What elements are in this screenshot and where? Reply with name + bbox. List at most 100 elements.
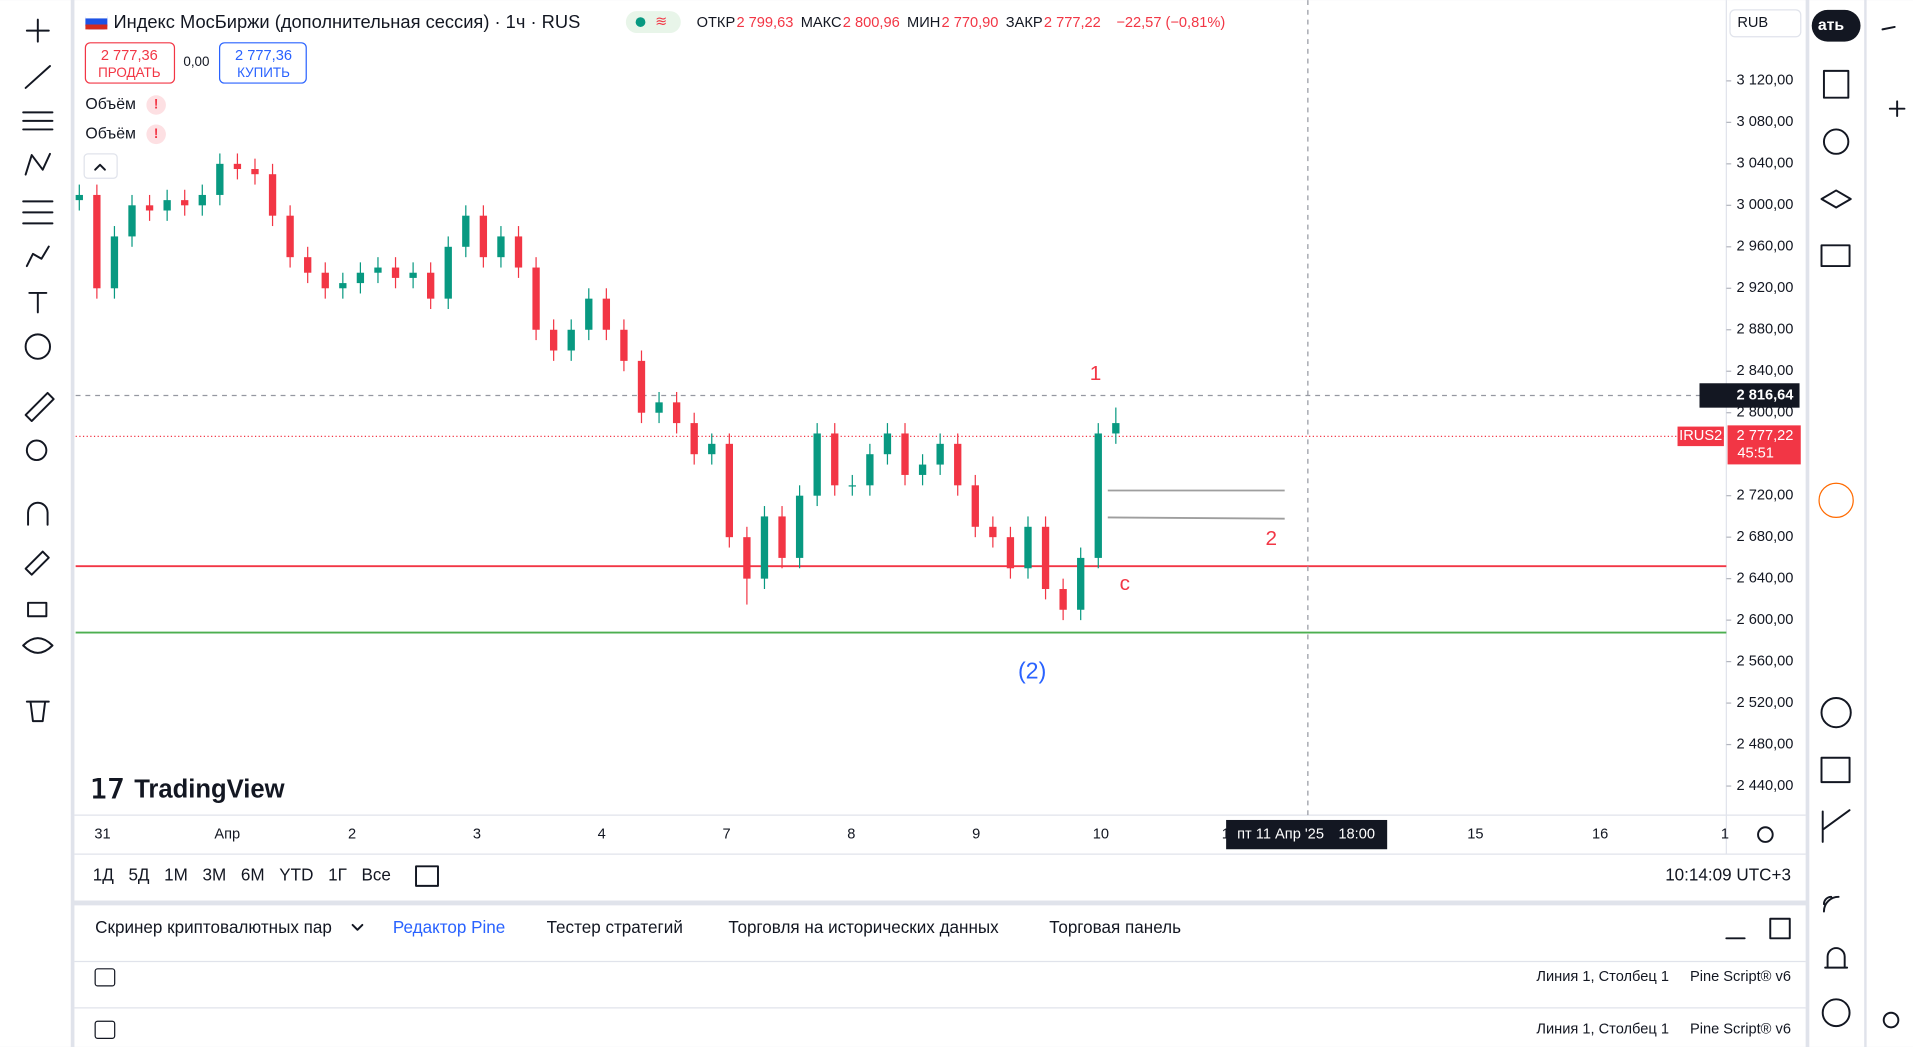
panel-tab[interactable]: Скринер криптовалютных пар bbox=[95, 918, 332, 937]
symbol-title[interactable]: Индекс МосБиржи (дополнительная сессия) … bbox=[113, 11, 580, 32]
candle-body bbox=[1094, 433, 1102, 558]
maximize-icon[interactable] bbox=[1769, 917, 1791, 940]
ideas-icon[interactable] bbox=[1821, 809, 1851, 843]
candle-body bbox=[356, 272, 365, 284]
range-button[interactable]: YTD bbox=[279, 866, 313, 885]
ohlc-value: 2 800,96 bbox=[843, 15, 900, 31]
currency-select[interactable] bbox=[1729, 9, 1802, 38]
indicator-error bbox=[146, 124, 166, 145]
console-icon[interactable] bbox=[94, 1020, 116, 1039]
crosshair-time-box bbox=[1226, 819, 1388, 850]
candle-body bbox=[128, 205, 136, 237]
chat-icon[interactable] bbox=[1820, 244, 1851, 268]
panel-tab[interactable]: Торговля на исторических данных bbox=[728, 918, 999, 937]
candle-body bbox=[75, 194, 83, 201]
add-icon[interactable] bbox=[1881, 25, 1906, 117]
indicator[interactable]: Объём bbox=[85, 96, 136, 113]
panel-tab[interactable]: Тестер стратегий bbox=[547, 918, 683, 937]
range-button[interactable]: 5Д bbox=[128, 866, 149, 885]
top-button[interactable] bbox=[1811, 9, 1861, 42]
notifications-icon[interactable] bbox=[1824, 947, 1849, 969]
candle-body bbox=[233, 163, 242, 170]
date-range-icon[interactable] bbox=[415, 865, 439, 887]
layers-icon[interactable] bbox=[1820, 189, 1852, 209]
clock[interactable]: 10:14:09 UTC+3 bbox=[1665, 866, 1791, 885]
range-button[interactable]: 3М bbox=[203, 866, 227, 885]
wave-label[interactable]: c bbox=[1120, 572, 1130, 595]
trash-tool[interactable] bbox=[25, 700, 50, 723]
drawing-tools bbox=[22, 18, 55, 723]
wave-label[interactable]: 2 bbox=[1265, 527, 1277, 550]
currency: RUB bbox=[1737, 15, 1768, 31]
candle-body bbox=[163, 200, 171, 211]
watchlist-icon[interactable] bbox=[1822, 69, 1850, 99]
indicator-error-mark: ! bbox=[154, 126, 158, 141]
candle-body bbox=[532, 267, 540, 330]
lock-tool[interactable] bbox=[27, 601, 48, 618]
wave-label[interactable]: 1 bbox=[1090, 362, 1102, 385]
candle-body bbox=[918, 464, 927, 475]
pattern-tool[interactable] bbox=[24, 152, 51, 176]
indicator-error-mark: ! bbox=[154, 97, 158, 112]
candle-body bbox=[321, 272, 329, 289]
target-icon[interactable] bbox=[1820, 696, 1852, 729]
y-tick-label: 2 560,00 bbox=[1737, 653, 1794, 669]
x-tick-label: 4 bbox=[598, 826, 606, 842]
ohlc-label: ОТКР bbox=[697, 15, 736, 31]
range-button[interactable]: 6М bbox=[241, 866, 265, 885]
level-segment[interactable] bbox=[1107, 516, 1285, 520]
candle-body bbox=[427, 272, 435, 299]
trend-line-tool[interactable] bbox=[24, 65, 51, 89]
help-icon[interactable] bbox=[1821, 998, 1851, 1028]
candle-body bbox=[989, 526, 997, 538]
ad-icon[interactable] bbox=[1818, 482, 1854, 519]
ruler-tool[interactable] bbox=[24, 391, 55, 422]
range-button[interactable]: 1Г bbox=[328, 866, 347, 885]
logo[interactable]: TradingView bbox=[134, 775, 284, 803]
pine-version[interactable]: Pine Script® v6 bbox=[1690, 969, 1791, 985]
buy-price: 2 777,36 bbox=[235, 48, 292, 64]
candle-body bbox=[1024, 526, 1032, 569]
text-tool[interactable] bbox=[28, 291, 48, 314]
magnet-tool[interactable] bbox=[27, 501, 49, 526]
console-icon[interactable] bbox=[94, 968, 116, 987]
lock-draw-tool[interactable] bbox=[24, 550, 50, 576]
pine-version[interactable]: Pine Script® v6 bbox=[1690, 1022, 1791, 1038]
alerts-icon[interactable] bbox=[1822, 128, 1850, 155]
y-tick-label: 2 720,00 bbox=[1737, 488, 1794, 504]
candle-body bbox=[637, 360, 646, 413]
settings-icon[interactable] bbox=[1882, 1011, 1900, 1029]
candle-body bbox=[954, 443, 962, 486]
candle-body bbox=[339, 283, 347, 289]
axis-settings[interactable] bbox=[1757, 826, 1774, 843]
candle-body bbox=[672, 402, 681, 424]
indicator[interactable]: Объём bbox=[85, 125, 136, 142]
change: −22,57 (−0,81%) bbox=[1116, 15, 1225, 31]
shapes-tool[interactable] bbox=[25, 245, 50, 268]
calendar-icon[interactable] bbox=[1820, 756, 1851, 784]
fib-tool[interactable] bbox=[22, 111, 54, 131]
sell-button[interactable] bbox=[84, 42, 176, 84]
zoom-tool[interactable] bbox=[25, 439, 48, 462]
range-button[interactable]: 1Д bbox=[93, 866, 114, 885]
panel-tab[interactable]: Торговая панель bbox=[1049, 918, 1181, 937]
dropdown-icon[interactable] bbox=[351, 923, 364, 931]
candle-body bbox=[848, 485, 856, 487]
range-button[interactable]: 1М bbox=[164, 866, 188, 885]
status-pill[interactable] bbox=[625, 11, 681, 34]
forecast-tool[interactable] bbox=[22, 200, 54, 225]
panel-tab[interactable]: Редактор Pine bbox=[393, 918, 505, 937]
candle-body bbox=[1006, 537, 1015, 569]
crosshair-tool[interactable] bbox=[25, 18, 50, 43]
emoji-tool[interactable] bbox=[24, 333, 51, 360]
buy-button[interactable] bbox=[218, 42, 307, 84]
range-button[interactable]: Все bbox=[361, 866, 390, 885]
stream-icon[interactable] bbox=[1822, 895, 1840, 913]
hide-tool[interactable] bbox=[22, 637, 54, 654]
y-tick-label: 2 800,00 bbox=[1737, 405, 1794, 421]
wave-label[interactable]: (2) bbox=[1018, 657, 1046, 683]
y-tick-label: 2 960,00 bbox=[1737, 239, 1794, 255]
y-tick-label: 2 440,00 bbox=[1737, 778, 1794, 794]
